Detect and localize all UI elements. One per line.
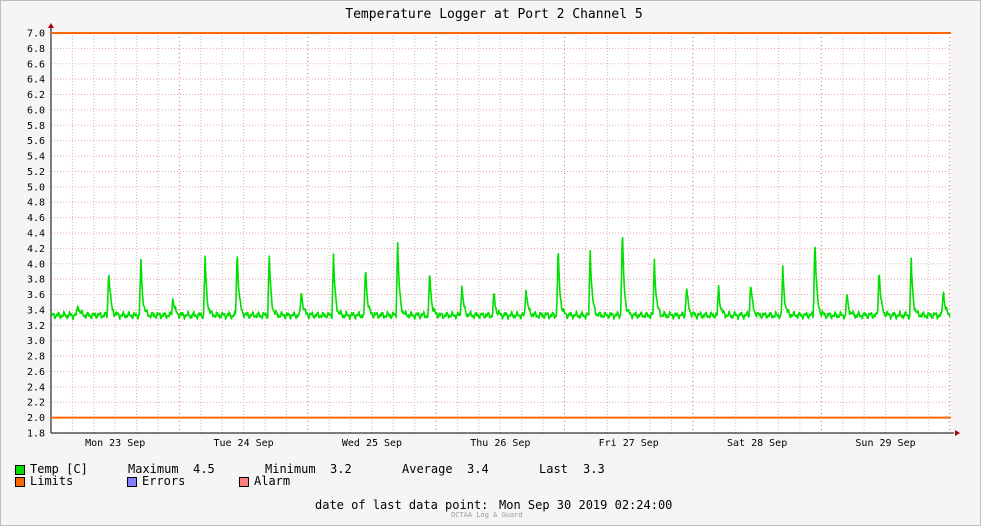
- x-axis-arrow: [955, 430, 960, 436]
- y-tick-label: 5.2: [27, 167, 45, 178]
- x-tick-label: Sat 28 Sep: [727, 438, 787, 449]
- y-tick-label: 6.6: [27, 59, 45, 70]
- temp-series-line: [50, 236, 951, 321]
- x-tick-label: Wed 25 Sep: [342, 438, 402, 449]
- x-tick-label: Mon 23 Sep: [85, 438, 145, 449]
- maximum-label: Maximum: [128, 462, 179, 476]
- y-tick-label: 5.4: [27, 152, 45, 163]
- series-layer: [50, 236, 951, 321]
- y-tick-label: 3.0: [27, 336, 45, 347]
- minimum-label: Minimum: [265, 462, 316, 476]
- last-value: 3.3: [583, 462, 605, 476]
- last-data-label: date of last data point:: [315, 498, 489, 512]
- y-tick-label: 3.4: [27, 305, 45, 316]
- y-tick-label: 5.6: [27, 136, 45, 147]
- y-tick-label: 5.0: [27, 182, 45, 193]
- y-tick-label: 4.0: [27, 259, 45, 270]
- grid-layer: [51, 32, 951, 433]
- y-tick-label: 3.6: [27, 290, 45, 301]
- y-tick-label: 7.0: [27, 29, 45, 40]
- y-tick-label: 2.8: [27, 352, 45, 363]
- y-tick-label: 3.8: [27, 275, 45, 286]
- y-tick-label: 4.8: [27, 198, 45, 209]
- y-tick-label: 1.8: [27, 429, 45, 440]
- errors-legend-label: Errors: [142, 474, 186, 488]
- x-tick-label: Fri 27 Sep: [599, 438, 659, 449]
- y-tick-label: 4.6: [27, 213, 45, 224]
- temp-legend-swatch: [15, 465, 25, 475]
- limits-legend-swatch: [15, 477, 25, 487]
- y-tick-label: 6.0: [27, 105, 45, 116]
- y-tick-label: 4.4: [27, 229, 45, 240]
- last-data-value: Mon Sep 30 2019 02:24:00: [499, 498, 673, 512]
- y-tick-label: 2.0: [27, 413, 45, 424]
- y-tick-label: 6.2: [27, 90, 45, 101]
- average-value: 3.4: [467, 462, 489, 476]
- alarm-legend-label: Alarm: [254, 474, 291, 488]
- limits-legend-label: Limits: [30, 474, 74, 488]
- limit-layer: [51, 32, 951, 419]
- x-tick-label: Thu 26 Sep: [470, 438, 530, 449]
- axis-layer: [48, 23, 960, 436]
- label-layer: 1.8 2.0 2.2 2.4 2.6 2.8 3.0 3.2 3.4 3.6 3.8 4.0 4.2 4…: [27, 29, 916, 450]
- y-tick-label: 2.2: [27, 398, 45, 409]
- chart-title: Temperature Logger at Port 2 Channel 5: [345, 7, 642, 22]
- y-tick-label: 3.2: [27, 321, 45, 332]
- y-axis-arrow: [48, 23, 54, 28]
- last-label: Last: [539, 462, 568, 476]
- y-tick-label: 5.8: [27, 121, 45, 132]
- temp-legend-label: Temp [C]: [30, 462, 88, 476]
- y-tick-label: 6.8: [27, 44, 45, 55]
- errors-legend-swatch: [127, 477, 137, 487]
- credit-text: OCTAA Log & Guard: [451, 511, 523, 519]
- maximum-value: 4.5: [193, 462, 215, 476]
- x-tick-label: Sun 29 Sep: [855, 438, 915, 449]
- y-tick-label: 2.4: [27, 382, 45, 393]
- minimum-value: 3.2: [330, 462, 352, 476]
- average-label: Average: [402, 462, 453, 476]
- y-tick-label: 2.6: [27, 367, 45, 378]
- y-tick-label: 6.4: [27, 75, 45, 86]
- x-tick-label: Tue 24 Sep: [213, 438, 273, 449]
- alarm-legend-swatch: [239, 477, 249, 487]
- y-tick-label: 4.2: [27, 244, 45, 255]
